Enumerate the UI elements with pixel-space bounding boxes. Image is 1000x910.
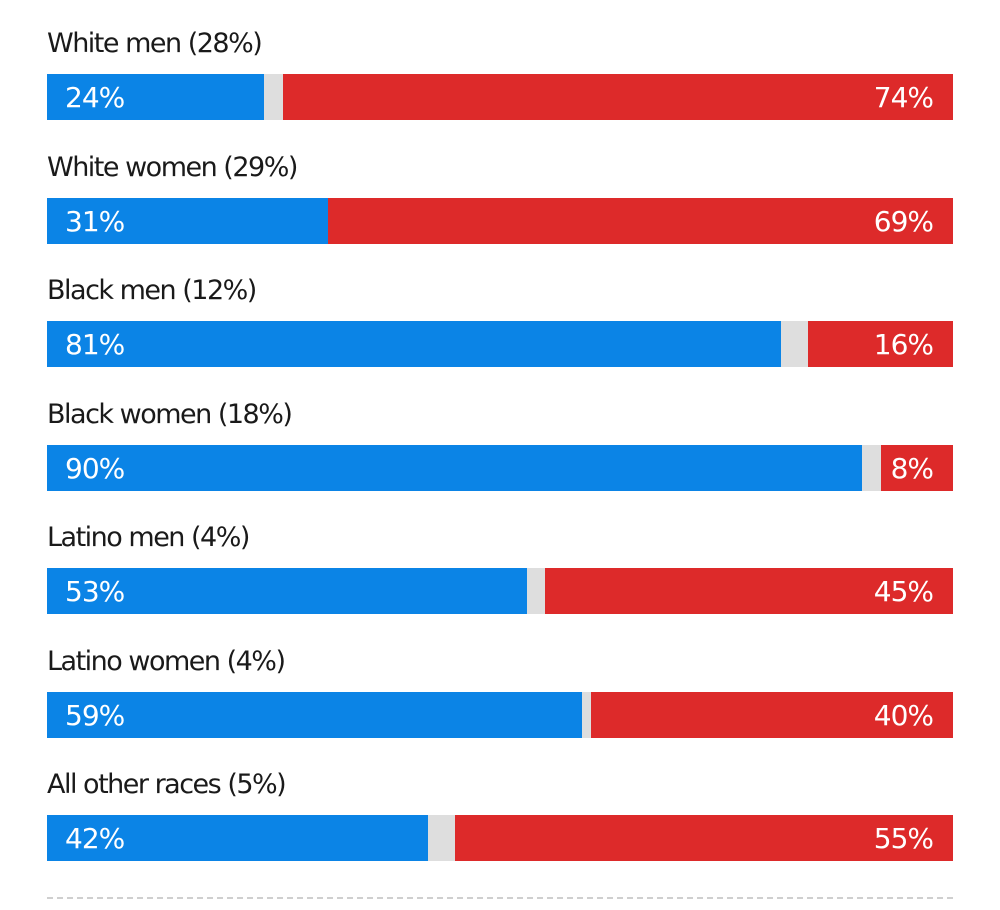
bar-segment-democrat	[47, 74, 265, 120]
value-label-republican: 74%	[873, 81, 934, 114]
category-label: White men (28%)	[47, 28, 263, 59]
bar-row: 24% 74%	[47, 74, 953, 120]
value-label-republican: 69%	[873, 204, 934, 238]
bar-segment-republican	[590, 691, 953, 738]
category-label: White women (29%)	[47, 151, 298, 183]
category-label: Black men (12%)	[47, 275, 257, 306]
value-label-republican: 40%	[873, 698, 934, 732]
bar-segment-republican	[327, 197, 953, 244]
bar-row: 59% 40%	[47, 691, 953, 738]
bar-segment-other	[427, 815, 455, 861]
dashed-divider	[47, 897, 953, 899]
bar-segment-republican	[282, 74, 953, 120]
bar-segment-democrat	[47, 568, 528, 614]
bar-segment-other	[780, 321, 809, 367]
value-label-republican: 16%	[873, 328, 934, 361]
value-label-democrat: 31%	[65, 204, 125, 238]
bar-segment-republican	[545, 568, 953, 614]
bar-segment-democrat	[47, 444, 863, 491]
category-label: Latino men (4%)	[47, 522, 250, 553]
bar-segment-democrat	[47, 691, 582, 738]
bar-segment-other	[581, 691, 591, 738]
category-label: Latino women (4%)	[47, 645, 286, 677]
bar-segment-democrat	[47, 815, 428, 861]
bar-row: 42% 55%	[47, 815, 953, 861]
category-label: Black women (18%)	[47, 398, 293, 430]
bar-segment-other	[862, 444, 881, 491]
value-label-republican: 8%	[890, 451, 934, 485]
value-label-democrat: 81%	[65, 328, 125, 361]
bar-segment-republican	[880, 444, 953, 491]
bar-segment-republican	[808, 321, 953, 367]
bar-segment-other	[527, 568, 546, 614]
value-label-democrat: 24%	[65, 81, 125, 114]
bar-segment-other	[264, 74, 283, 120]
value-label-republican: 45%	[873, 575, 934, 608]
bar-segment-republican	[454, 815, 953, 861]
bar-row: 31% 69%	[47, 197, 953, 244]
value-label-republican: 55%	[873, 822, 934, 855]
bar-row: 81% 16%	[47, 321, 953, 367]
value-label-democrat: 59%	[65, 698, 125, 732]
value-label-democrat: 42%	[65, 822, 125, 855]
bar-segment-democrat	[47, 321, 781, 367]
bar-row: 90% 8%	[47, 444, 953, 491]
value-label-democrat: 90%	[65, 451, 125, 485]
bar-row: 53% 45%	[47, 568, 953, 614]
category-label: All other races (5%)	[47, 769, 287, 800]
value-label-democrat: 53%	[65, 575, 125, 608]
bar-segment-democrat	[47, 197, 328, 244]
